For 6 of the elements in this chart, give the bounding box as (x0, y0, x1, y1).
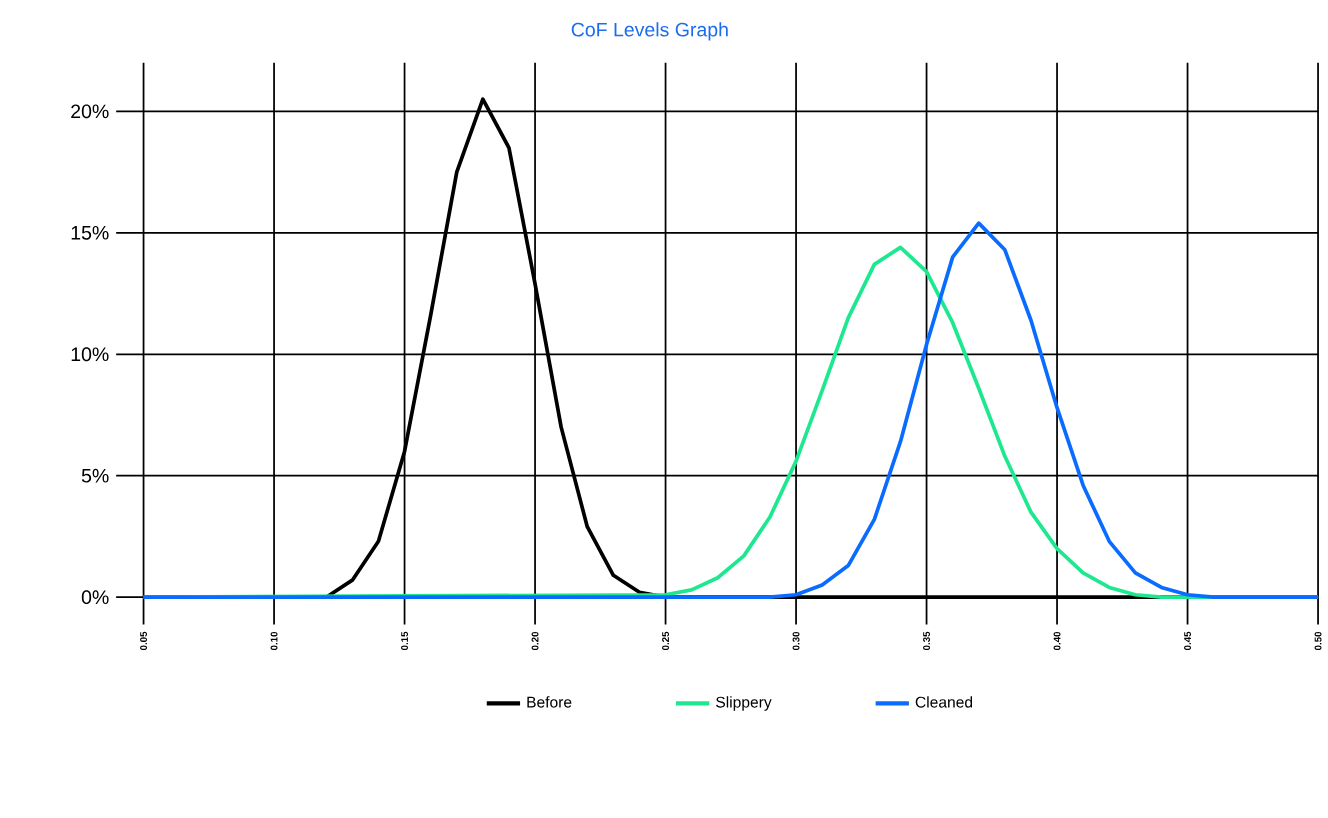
chart-title: CoF Levels Graph (571, 22, 728, 41)
y-tick-label: 15% (71, 225, 109, 240)
y-tick-label: 5% (81, 468, 109, 483)
y-tick-label: 0% (81, 590, 109, 604)
y-tick-label: 10% (71, 347, 109, 362)
y-tick-label: 20% (71, 104, 109, 119)
